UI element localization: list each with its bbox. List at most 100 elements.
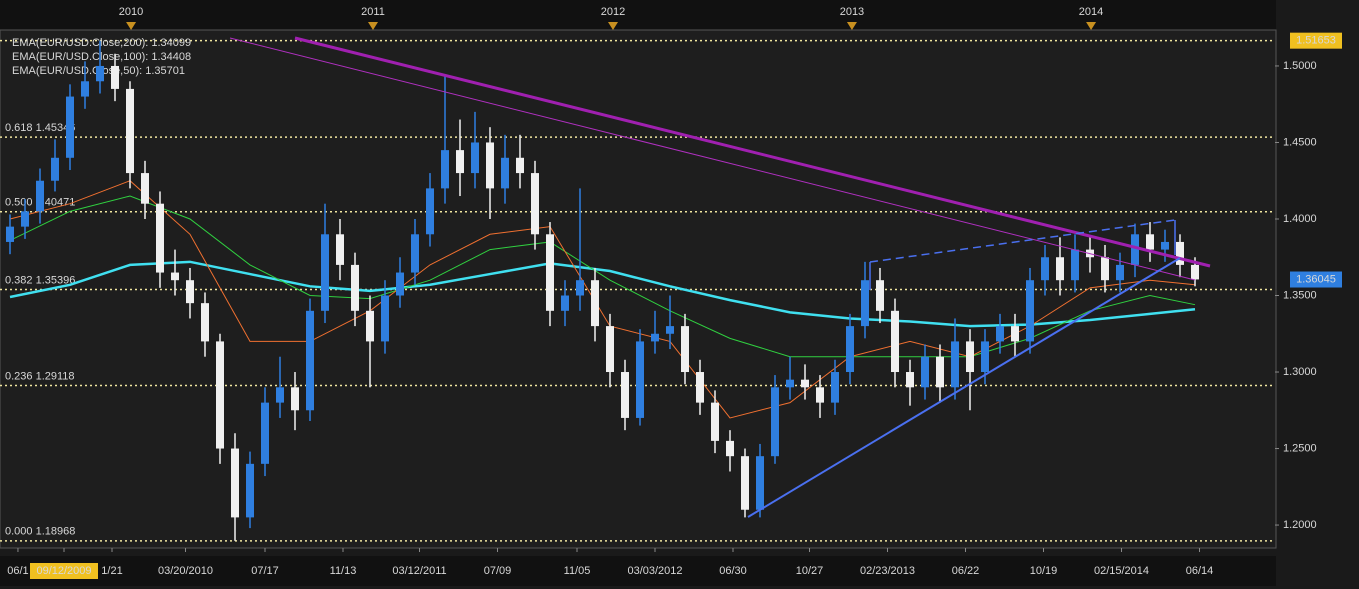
candle-body (846, 326, 855, 373)
candle-body (921, 356, 930, 388)
candle-body (396, 272, 405, 296)
candle-body (426, 188, 435, 235)
ema-line (9, 260, 1196, 328)
candle-body (711, 402, 720, 441)
year-label: 2012 (601, 6, 625, 18)
candle-body (171, 272, 180, 281)
x-tick-label: 02/23/2013 (860, 565, 915, 577)
candle-body (981, 341, 990, 373)
candle-body (1071, 249, 1080, 281)
candle-body (201, 303, 210, 342)
candle-body (876, 280, 885, 311)
candle-body (441, 150, 450, 189)
candle-body (36, 180, 45, 212)
candle-body (381, 295, 390, 342)
candle-body (651, 333, 660, 342)
candle-body (756, 456, 765, 510)
candle-body (576, 280, 585, 296)
fib-label: 0.382 1.35396 (5, 274, 75, 286)
candle-body (726, 440, 735, 457)
year-label: 2014 (1079, 6, 1103, 18)
candle-body (1146, 234, 1155, 250)
candle-body (966, 341, 975, 373)
x-tick-label: 06/30 (719, 565, 747, 577)
candle-body (621, 372, 630, 418)
candle-body (351, 264, 360, 311)
year-strip (0, 0, 1276, 30)
y-tick-label: 1.4500 (1283, 136, 1317, 148)
x-tick-label: 03/03/2012 (627, 565, 682, 577)
candle-body (141, 173, 150, 204)
candle-body (1026, 280, 1035, 342)
candle-body (1056, 257, 1065, 281)
x-tick-label: 10/19 (1030, 565, 1058, 577)
candle-body (156, 203, 165, 273)
candle-body (891, 310, 900, 373)
x-tick-label: 10/27 (796, 565, 824, 577)
candle-body (861, 280, 870, 327)
high-box (1290, 32, 1342, 49)
candle-body (681, 326, 690, 373)
candle-body (546, 234, 555, 311)
trend-line (294, 36, 1211, 268)
ema-line (9, 195, 1196, 358)
candle-body (531, 173, 540, 235)
candle-body (366, 310, 375, 342)
year-marker (846, 22, 857, 30)
last-price-box (1290, 271, 1342, 288)
candle-body (306, 310, 315, 411)
year-label: 2010 (119, 6, 143, 18)
year-marker (608, 22, 619, 30)
year-marker (126, 22, 137, 30)
candle-body (96, 65, 105, 82)
x-tick-label: 06/14 (1186, 565, 1214, 577)
x-tick-label: 02/15/2014 (1094, 565, 1149, 577)
x-tick-label: 09/12/2009 (36, 565, 91, 577)
candle-body (831, 372, 840, 403)
candle-body (606, 326, 615, 373)
x-tick-label: 06/1 (7, 565, 28, 577)
date-strip (0, 556, 1276, 586)
y-tick-label: 1.2000 (1283, 519, 1317, 531)
candle-body (1101, 257, 1110, 281)
candle-body (996, 326, 1005, 342)
y-tick-label: 1.3500 (1283, 289, 1317, 301)
candle-body (216, 341, 225, 449)
candle-body (321, 234, 330, 311)
candle-body (456, 150, 465, 174)
candle-body (786, 379, 795, 388)
candle-body (246, 463, 255, 518)
candle-body (186, 280, 195, 304)
candle-body (261, 402, 270, 464)
candle-body (21, 211, 30, 227)
trend-line (229, 37, 1196, 281)
y-tick-label: 1.3000 (1283, 366, 1317, 378)
candle-body (951, 341, 960, 388)
candle-body (486, 142, 495, 189)
candle-body (906, 372, 915, 388)
candle-body (51, 157, 60, 181)
candle-body (291, 387, 300, 411)
candle-body (411, 234, 420, 273)
candle-body (1176, 241, 1185, 265)
candle-body (111, 65, 120, 89)
x-tick-label: 07/09 (484, 565, 512, 577)
trend-line (747, 257, 1181, 518)
candle-body (1161, 241, 1170, 250)
year-marker (368, 22, 379, 30)
fib-label: 0.618 1.45346 (5, 122, 75, 134)
x-tick-label: 07/17 (251, 565, 279, 577)
x-tick-label: 03/12/2011 (392, 565, 446, 577)
candle-body (231, 448, 240, 518)
candle-body (516, 157, 525, 174)
trend-lines (229, 36, 1211, 518)
x-tick-label: 1/21 (101, 565, 122, 577)
candle-body (1116, 264, 1125, 281)
candle-body (816, 387, 825, 403)
candle-body (336, 234, 345, 265)
candle-body (771, 387, 780, 457)
year-label: 2013 (840, 6, 864, 18)
legend-entry: EMA(EUR/USD.Close,100): 1.34408 (12, 51, 191, 63)
candle-body (801, 379, 810, 388)
